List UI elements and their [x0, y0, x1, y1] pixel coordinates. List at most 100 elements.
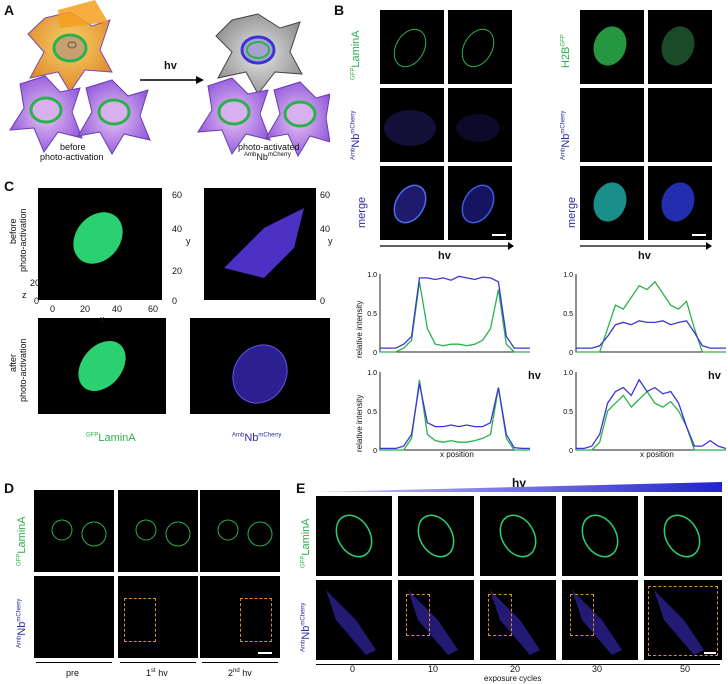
plot-ytick: 1.0 — [367, 370, 377, 377]
panel-label-d: D — [4, 480, 15, 496]
panel-label-a: A — [4, 2, 15, 18]
d-lamina-pre — [34, 490, 114, 572]
d-label-lamina: GFPLaminA — [16, 516, 28, 566]
plot-series-green — [576, 280, 726, 353]
b-label-h2b: H2BGFP — [560, 34, 572, 68]
panel-label-b: B — [334, 2, 345, 18]
c-y-label-b: y — [328, 236, 333, 246]
b-nb-before — [380, 88, 444, 162]
e-nb-frame — [644, 580, 722, 660]
b-nb2-after — [648, 88, 712, 162]
e-activation-box — [648, 586, 718, 656]
e-tick-10: 10 — [428, 664, 439, 674]
d-hv2-label: 2nd hv — [228, 668, 252, 678]
c-ztick-2: 0 — [34, 296, 40, 306]
c-xtick-2: 40 — [112, 304, 123, 314]
c-nb-after — [190, 318, 330, 414]
b-merge2-before — [580, 166, 644, 240]
c-after-line1: after — [8, 353, 18, 372]
b-h2b-after — [648, 10, 712, 84]
e-lamina-frame — [480, 496, 556, 576]
b-hv-label-right: hv — [638, 250, 651, 262]
c-ytick-0b: 0 — [320, 296, 326, 306]
plot-series-green — [380, 281, 530, 353]
e-scale-bar — [704, 652, 716, 654]
c-nb-label: AmbNbmCherry — [232, 432, 282, 444]
e-activation-box — [406, 594, 430, 636]
d-pre-label: pre — [66, 668, 80, 678]
c-ytick-2b: 40 — [320, 224, 331, 234]
c-lamina-after — [38, 318, 166, 414]
panel-a-arrow-label: hv — [164, 60, 177, 72]
e-nb-frame — [398, 580, 474, 660]
b-nb-after — [448, 88, 512, 162]
e-tick-30: 30 — [592, 664, 603, 674]
e-activation-box — [488, 594, 512, 636]
d-bracket-pre — [36, 662, 112, 663]
b-ylabel-bottom: relative intensity — [355, 394, 364, 452]
plot-ytick: 0 — [373, 448, 377, 455]
c-ztick-1: 20 — [30, 278, 41, 288]
plot-ytick: 0.5 — [563, 311, 573, 318]
plot-ytick: 0 — [373, 350, 377, 357]
c-before-line1: before — [8, 218, 18, 244]
e-lamina-frame — [316, 496, 392, 576]
c-after-line2: photo-activation — [18, 338, 28, 402]
panel-a-after-line1: photo-activated — [238, 142, 300, 152]
e-tick-20: 20 — [510, 664, 521, 674]
b-hv-bolt-right: hv — [708, 370, 721, 382]
c-y-label: y — [186, 236, 191, 246]
b-hv-arrows — [380, 242, 712, 250]
plot-series-green — [380, 379, 530, 451]
d-hv1-label: 1st hv — [146, 668, 168, 678]
b-nb2-before — [580, 88, 644, 162]
plot-axes — [379, 274, 530, 353]
e-nb-frame — [480, 580, 556, 660]
e-activation-box — [570, 594, 594, 636]
plot-ytick: 0.5 — [563, 409, 573, 416]
e-hv-label: hv — [512, 476, 527, 490]
b-merge-before — [380, 166, 444, 240]
b-label-nb: AmbNbmCherry — [350, 110, 362, 160]
b-label-lamina: GFPLaminA — [350, 30, 362, 80]
e-label-lamina: GFPLaminA — [300, 518, 312, 568]
d-label-nb: AmbNbmCherry — [16, 598, 28, 648]
b-lamina-before — [380, 10, 444, 84]
d-lamina-hv2 — [200, 490, 280, 572]
plot-series-blue — [576, 378, 727, 450]
d-lamina-hv1 — [118, 490, 198, 572]
b-ylabel-top: relative intensity — [355, 300, 364, 358]
c-z-label: z — [22, 290, 27, 300]
plot-ytick: 1.0 — [367, 272, 377, 279]
e-hv-gradient-bar — [316, 482, 722, 492]
d-nb-hv2 — [200, 576, 280, 658]
plot-ytick: 0.5 — [367, 409, 377, 416]
panel-a-cartoon — [9, 0, 330, 158]
b-xlabel-left: x position — [440, 450, 474, 459]
b-label-nb2: AmbNbmCherry — [560, 110, 572, 160]
panel-label-c: C — [4, 178, 15, 194]
b-hv-label-left: hv — [438, 250, 451, 262]
plot-series-blue — [380, 275, 530, 349]
e-nb-frame — [316, 580, 392, 660]
e-lamina-frame — [562, 496, 638, 576]
c-ytick-0: 0 — [172, 296, 178, 306]
e-tick-50: 50 — [680, 664, 691, 674]
plot-ytick: 0 — [569, 350, 573, 357]
plot-ytick: 1.0 — [563, 370, 573, 377]
plot-series-green — [576, 390, 726, 451]
d-bracket-hv1 — [120, 662, 196, 663]
e-tick-0: 0 — [350, 664, 356, 674]
c-ytick-1: 20 — [172, 266, 183, 276]
panel-a-before-line2: photo-activation — [40, 152, 104, 162]
c-lamina-before — [38, 188, 162, 300]
d-nb-pre — [34, 576, 114, 658]
plot-ytick: 0.5 — [367, 311, 377, 318]
plot-axes — [575, 372, 726, 451]
c-ytick-3: 60 — [172, 190, 183, 200]
b-xlabel-right: x position — [640, 450, 674, 459]
b-line-plots: 1.0 0.5 0 1.0 0.5 0 1.0 0.5 0 1.0 0.5 0 — [367, 272, 727, 455]
panel-a-before-line1: before — [60, 142, 86, 152]
plot-ytick: 0 — [569, 448, 573, 455]
panel-label-e: E — [296, 480, 306, 496]
